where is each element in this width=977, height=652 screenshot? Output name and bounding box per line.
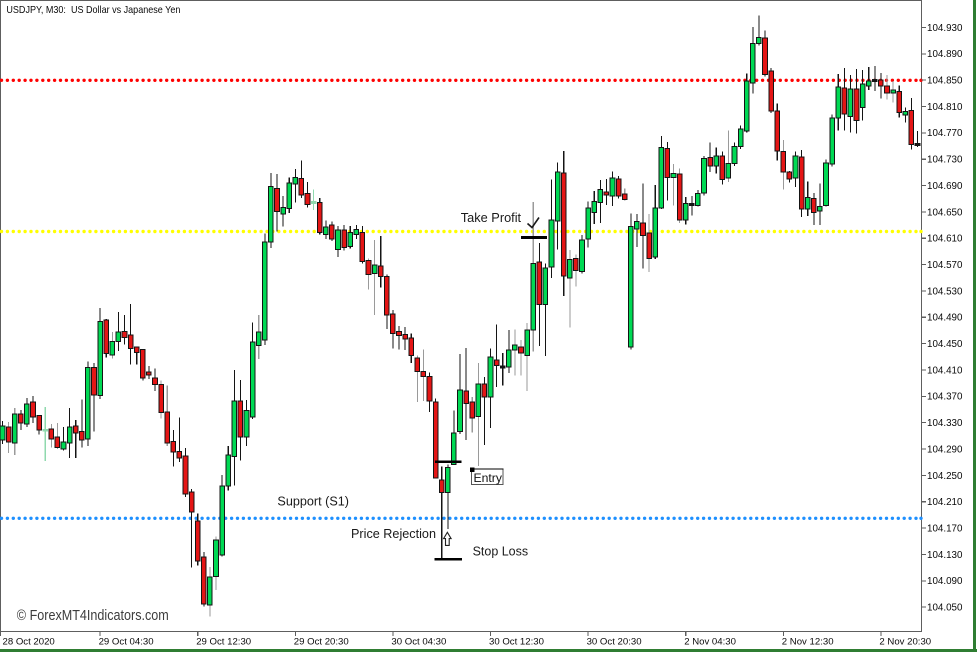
- svg-text:104.730: 104.730: [927, 155, 963, 166]
- svg-text:30 Oct 04:30: 30 Oct 04:30: [391, 636, 446, 647]
- svg-text:104.370: 104.370: [927, 392, 963, 403]
- svg-text:© ForexMT4Indicators.com: © ForexMT4Indicators.com: [17, 607, 169, 624]
- svg-text:104.930: 104.930: [927, 23, 963, 34]
- svg-text:104.890: 104.890: [927, 49, 963, 60]
- svg-text:29 Oct 12:30: 29 Oct 12:30: [196, 636, 251, 647]
- svg-text:Support (S1): Support (S1): [277, 495, 349, 509]
- svg-text:104.690: 104.690: [927, 181, 963, 192]
- svg-text:2 Nov 20:30: 2 Nov 20:30: [879, 636, 931, 647]
- svg-text:104.090: 104.090: [927, 576, 963, 587]
- svg-text:29 Oct 20:30: 29 Oct 20:30: [294, 636, 349, 647]
- svg-text:104.170: 104.170: [927, 524, 963, 535]
- svg-text:2 Nov 04:30: 2 Nov 04:30: [684, 636, 736, 647]
- svg-text:104.250: 104.250: [927, 471, 963, 482]
- svg-text:Stop Loss: Stop Loss: [473, 545, 528, 559]
- svg-text:Entry: Entry: [474, 471, 503, 485]
- svg-text:2 Nov 12:30: 2 Nov 12:30: [782, 636, 834, 647]
- svg-text:104.290: 104.290: [927, 444, 963, 455]
- svg-text:104.130: 104.130: [927, 550, 963, 561]
- svg-text:104.770: 104.770: [927, 128, 963, 139]
- svg-text:104.330: 104.330: [927, 418, 963, 429]
- svg-text:Take Profit: Take Profit: [461, 211, 522, 225]
- svg-text:104.650: 104.650: [927, 207, 963, 218]
- svg-text:104.570: 104.570: [927, 260, 963, 271]
- svg-text:28 Oct 2020: 28 Oct 2020: [3, 636, 55, 647]
- svg-text:104.450: 104.450: [927, 339, 963, 350]
- svg-text:30 Oct 20:30: 30 Oct 20:30: [587, 636, 642, 647]
- svg-text:104.530: 104.530: [927, 286, 963, 297]
- svg-text:104.050: 104.050: [927, 603, 963, 614]
- svg-text:104.210: 104.210: [927, 497, 963, 508]
- svg-text:104.810: 104.810: [927, 102, 963, 113]
- svg-text:104.850: 104.850: [927, 76, 963, 87]
- svg-text:Price Rejection: Price Rejection: [351, 527, 436, 541]
- svg-text:29 Oct 04:30: 29 Oct 04:30: [99, 636, 154, 647]
- svg-text:30 Oct 12:30: 30 Oct 12:30: [489, 636, 544, 647]
- svg-text:104.490: 104.490: [927, 313, 963, 324]
- svg-text:104.610: 104.610: [927, 234, 963, 245]
- svg-text:USDJPY, M30: US Dollar vs Jap: USDJPY, M30: US Dollar vs Japanese Yen: [6, 5, 180, 16]
- svg-text:104.410: 104.410: [927, 365, 963, 376]
